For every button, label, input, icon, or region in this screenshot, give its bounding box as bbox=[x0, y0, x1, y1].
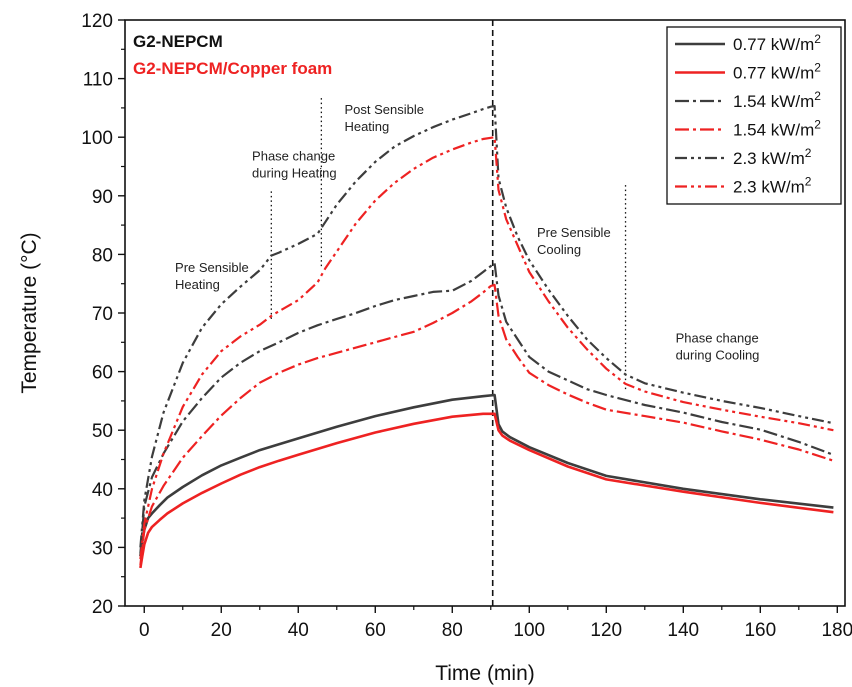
phase-annotation-5: Phase change during Cooling bbox=[676, 330, 760, 362]
x-tick-label: 180 bbox=[821, 620, 852, 641]
x-tick-label: 100 bbox=[513, 620, 545, 641]
legend-label-6: 2.3 kW/m2 bbox=[733, 175, 812, 197]
series-lines bbox=[139, 105, 834, 569]
group-label-2: G2-NEPCM/Copper foam bbox=[133, 59, 332, 78]
y-tick-label: 70 bbox=[92, 304, 113, 325]
series-line-5 bbox=[139, 105, 834, 548]
x-tick-label: 40 bbox=[288, 620, 309, 641]
legend: 0.77 kW/m2 0.77 kW/m2 1.54 kW/m2 1.54 kW/m2… bbox=[666, 26, 842, 205]
y-tick-label: 110 bbox=[83, 70, 113, 91]
series-line-4 bbox=[139, 283, 834, 566]
phase-boundary-lines bbox=[270, 20, 627, 606]
annotations: Pre Sensible Heating Phase change during He… bbox=[175, 102, 759, 363]
y-tick-label: 50 bbox=[92, 421, 113, 442]
x-tick-label: 160 bbox=[744, 620, 776, 641]
series-line-3 bbox=[139, 262, 834, 554]
y-tick-label: 90 bbox=[92, 187, 113, 208]
phase-annotation-1: Pre Sensible Heating bbox=[175, 260, 249, 292]
series-line-6 bbox=[139, 136, 834, 560]
legend-label-2: 0.77 kW/m2 bbox=[733, 61, 821, 83]
y-tick-label: 120 bbox=[81, 11, 113, 32]
y-axis-title: Temperature (°C) bbox=[18, 232, 41, 393]
x-tick-label: 120 bbox=[590, 620, 622, 641]
legend-label-4: 1.54 kW/m2 bbox=[733, 118, 821, 140]
series-line-1 bbox=[139, 393, 834, 557]
phase-annotation-3: Post Sensible Heating bbox=[344, 102, 424, 134]
y-tick-label: 60 bbox=[92, 363, 113, 384]
y-tick-label: 30 bbox=[92, 538, 113, 559]
series-line-2 bbox=[139, 412, 834, 569]
y-tick-label: 100 bbox=[81, 128, 113, 149]
group-labels: G2-NEPCM G2-NEPCM/Copper foam bbox=[133, 32, 332, 78]
x-axis-title: Time (min) bbox=[435, 662, 535, 685]
y-tick-label: 80 bbox=[92, 245, 113, 266]
group-label-1: G2-NEPCM bbox=[133, 32, 223, 51]
legend-label-5: 2.3 kW/m2 bbox=[733, 146, 812, 168]
legend-box bbox=[666, 26, 842, 205]
legend-label-1: 0.77 kW/m2 bbox=[733, 32, 821, 54]
y-tick-label: 20 bbox=[92, 597, 113, 618]
x-tick-label: 80 bbox=[442, 620, 463, 641]
x-tick-label: 0 bbox=[139, 620, 150, 641]
phase-annotation-4: Pre Sensible Cooling bbox=[537, 225, 611, 257]
x-tick-label: 60 bbox=[365, 620, 386, 641]
y-tick-label: 40 bbox=[92, 480, 113, 501]
legend-label-3: 1.54 kW/m2 bbox=[733, 89, 821, 111]
phase-annotation-2: Phase change during Heating bbox=[252, 149, 337, 181]
x-tick-label: 20 bbox=[211, 620, 232, 641]
axes: 0 20 40 60 80 100 120 140 160 180 20 30 40 50 60 70 80 90… bbox=[81, 11, 852, 641]
x-tick-label: 140 bbox=[667, 620, 699, 641]
